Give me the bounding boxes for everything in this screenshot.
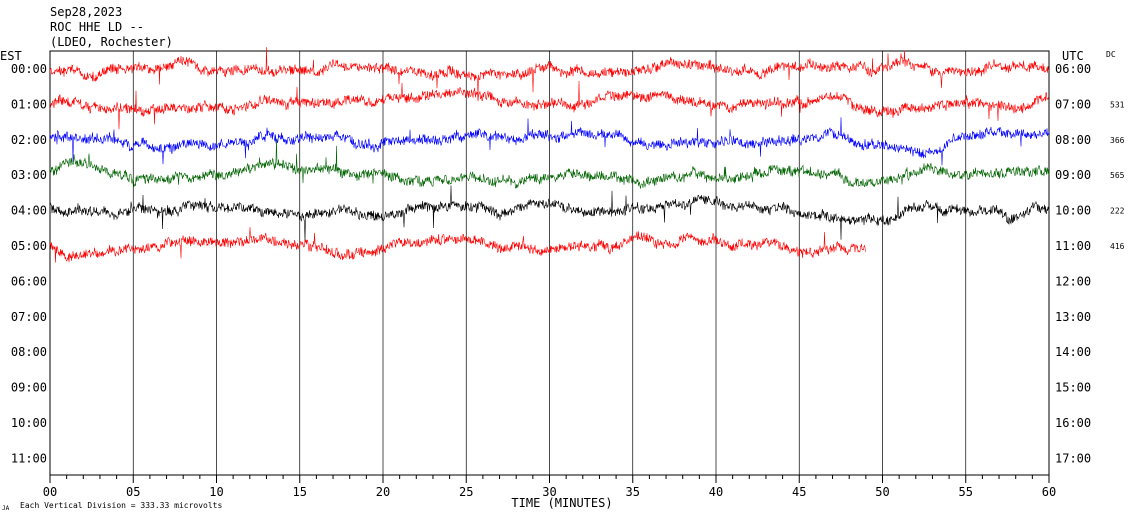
left-hour-label: 03:00 [11,168,47,182]
left-hour-label: 02:00 [11,133,47,147]
x-axis: 00 05 10 15 20 25 30 35 40 45 50 55 60 [43,475,1056,499]
right-timezone-label: UTC [1062,49,1084,63]
right-hour-label: 16:00 [1055,416,1091,430]
right-hour-label: 11:00 [1055,239,1091,253]
x-tick-label-10: 10 [209,485,223,499]
x-tick-label-55: 55 [959,485,973,499]
trace-hour-0 [49,47,1050,98]
seismic-traces [49,47,1050,263]
left-hour-label: 00:00 [11,62,47,76]
dc-value: 565 [1110,171,1125,180]
x-tick-label-20: 20 [376,485,390,499]
x-tick-label-00: 00 [43,485,57,499]
trace-hour-1 [49,80,1050,130]
dc-value: 366 [1110,136,1125,145]
x-axis-title: TIME (MINUTES) [511,496,612,510]
x-tick-label-30: 30 [542,485,556,499]
left-hour-label: 08:00 [11,345,47,359]
left-hour-label: 04:00 [11,204,47,218]
x-tick-label-35: 35 [626,485,640,499]
left-hour-label: 01:00 [11,97,47,111]
header-station: ROC HHE LD -- [50,20,144,34]
x-tick-label-40: 40 [709,485,723,499]
right-hour-labels: 06:00 07:00 08:00 09:00 10:00 11:00 12:00 13:00… [1055,62,1091,465]
right-hour-label: 10:00 [1055,204,1091,218]
dc-value: 416 [1110,242,1125,251]
x-tick-label-60: 60 [1042,485,1056,499]
left-timezone-label: EST [0,49,22,63]
left-hour-label: 07:00 [11,310,47,324]
left-hour-label: 05:00 [11,239,47,253]
right-hour-label: 06:00 [1055,62,1091,76]
trace-hour-5 [49,227,866,263]
left-hour-label: 11:00 [11,451,47,465]
right-hour-label: 12:00 [1055,274,1091,288]
trace-hour-2 [49,117,1050,166]
right-hour-label: 07:00 [1055,97,1091,111]
dc-values: 531 366 565 222 416 [1110,100,1125,251]
x-tick-label-50: 50 [875,485,889,499]
right-hour-label: 13:00 [1055,310,1091,324]
x-tick-label-05: 05 [126,485,140,499]
right-hour-label: 09:00 [1055,168,1091,182]
left-hour-labels: 00:00 01:00 02:00 03:00 04:00 05:00 06:00 07:00… [11,62,47,465]
dc-header-label: DC [1106,50,1116,59]
dc-value: 222 [1110,207,1125,216]
trace-hour-4 [49,185,1050,243]
footer-note: Each Vertical Division = 333.33 microvol… [20,501,222,510]
right-hour-label: 14:00 [1055,345,1091,359]
dc-value: 531 [1110,100,1125,109]
right-hour-label: 17:00 [1055,451,1091,465]
left-hour-label: 06:00 [11,274,47,288]
trace-hour-3 [49,138,1050,189]
x-tick-label-15: 15 [293,485,307,499]
right-hour-label: 08:00 [1055,133,1091,147]
x-tick-label-25: 25 [459,485,473,499]
x-tick-label-45: 45 [792,485,806,499]
grid-lines [132,51,967,475]
left-hour-label: 10:00 [11,416,47,430]
header-network: (LDEO, Rochester) [50,35,173,49]
left-hour-label: 09:00 [11,381,47,395]
header-date: Sep28,2023 [50,5,122,19]
right-hour-label: 15:00 [1055,381,1091,395]
footer-mark: JA [2,505,10,512]
